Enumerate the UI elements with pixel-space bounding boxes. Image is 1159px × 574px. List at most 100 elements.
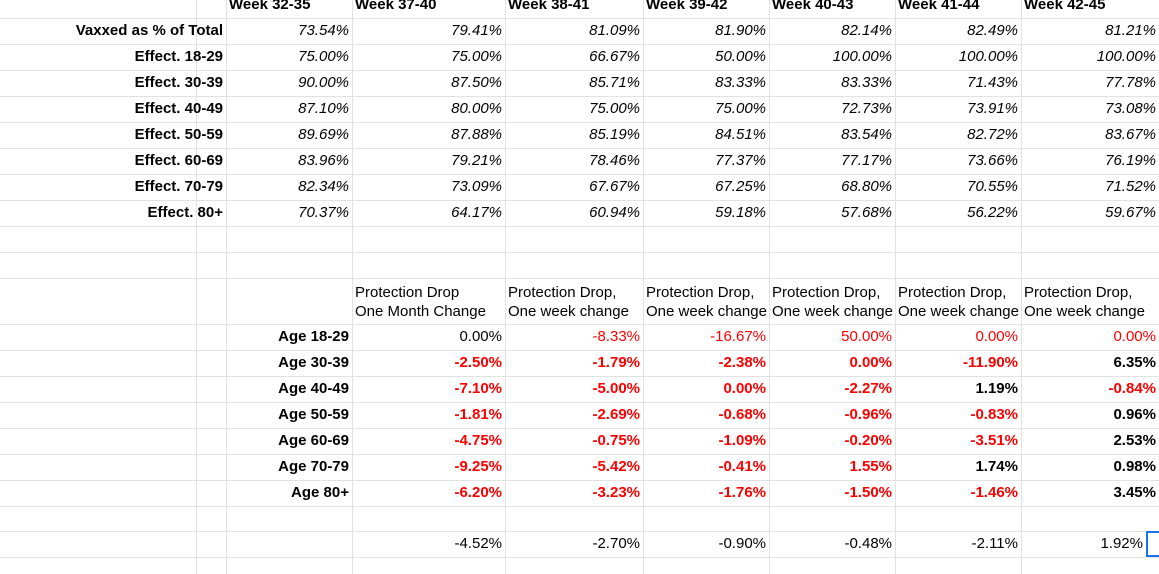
week-header-cell[interactable]: Week 40-43 (772, 0, 854, 13)
change-cell[interactable]: -6.20% (454, 484, 502, 501)
change-cell[interactable]: -0.41% (718, 458, 766, 475)
value-cell[interactable]: 72.73% (841, 100, 892, 117)
change-cell[interactable]: 0.98% (1113, 458, 1156, 475)
row-label-cell[interactable]: Effect. 18-29 (134, 48, 223, 65)
value-cell[interactable]: 73.09% (451, 178, 502, 195)
age-label-cell[interactable]: Age 40-49 (278, 380, 349, 397)
row-label-cell[interactable]: Effect. 70-79 (134, 178, 223, 195)
value-cell[interactable]: 83.96% (298, 152, 349, 169)
value-cell[interactable]: 83.33% (715, 74, 766, 91)
age-label-cell[interactable]: Age 80+ (291, 484, 349, 501)
age-label-cell[interactable]: Age 30-39 (278, 354, 349, 371)
change-cell[interactable]: 0.00% (975, 328, 1018, 345)
value-cell[interactable]: 59.67% (1105, 204, 1156, 221)
change-cell[interactable]: -0.75% (592, 432, 640, 449)
value-cell[interactable]: 76.19% (1105, 152, 1156, 169)
value-cell[interactable]: 56.22% (967, 204, 1018, 221)
change-cell[interactable]: -0.20% (844, 432, 892, 449)
average-cell[interactable]: -0.90% (718, 535, 766, 552)
drop-header-cell[interactable]: Protection Drop One Month Change (352, 281, 505, 321)
value-cell[interactable]: 82.34% (298, 178, 349, 195)
change-cell[interactable]: 50.00% (841, 328, 892, 345)
change-cell[interactable]: -8.33% (592, 328, 640, 345)
age-label-cell[interactable]: Age 18-29 (278, 328, 349, 345)
change-cell[interactable]: 2.53% (1113, 432, 1156, 449)
average-cell[interactable]: -4.52% (454, 535, 502, 552)
change-cell[interactable]: -3.23% (592, 484, 640, 501)
value-cell[interactable]: 66.67% (589, 48, 640, 65)
change-cell[interactable]: 6.35% (1113, 354, 1156, 371)
value-cell[interactable]: 77.37% (715, 152, 766, 169)
value-cell[interactable]: 90.00% (298, 74, 349, 91)
change-cell[interactable]: 0.00% (1113, 328, 1156, 345)
value-cell[interactable]: 64.17% (451, 204, 502, 221)
week-header-cell[interactable]: Week 37-40 (355, 0, 437, 13)
change-cell[interactable]: -9.25% (454, 458, 502, 475)
value-cell[interactable]: 79.41% (451, 22, 502, 39)
value-cell[interactable]: 84.51% (715, 126, 766, 143)
average-cell[interactable]: 1.92% (1100, 535, 1143, 552)
week-header-cell[interactable]: Week 42-45 (1024, 0, 1106, 13)
value-cell[interactable]: 83.54% (841, 126, 892, 143)
change-cell[interactable]: -5.00% (592, 380, 640, 397)
value-cell[interactable]: 77.17% (841, 152, 892, 169)
drop-header-cell[interactable]: Protection Drop, One week change (769, 281, 895, 321)
value-cell[interactable]: 57.68% (841, 204, 892, 221)
change-cell[interactable]: -16.67% (710, 328, 766, 345)
value-cell[interactable]: 73.91% (967, 100, 1018, 117)
change-cell[interactable]: 0.96% (1113, 406, 1156, 423)
drop-header-cell[interactable]: Protection Drop, One week change (643, 281, 769, 321)
change-cell[interactable]: 1.19% (975, 380, 1018, 397)
value-cell[interactable]: 85.19% (589, 126, 640, 143)
change-cell[interactable]: -2.50% (454, 354, 502, 371)
value-cell[interactable]: 67.67% (589, 178, 640, 195)
average-cell[interactable]: -0.48% (844, 535, 892, 552)
change-cell[interactable]: 1.55% (849, 458, 892, 475)
value-cell[interactable]: 73.66% (967, 152, 1018, 169)
value-cell[interactable]: 75.00% (451, 48, 502, 65)
value-cell[interactable]: 87.50% (451, 74, 502, 91)
drop-header-cell[interactable]: Protection Drop, One week change (1021, 281, 1159, 321)
row-label-cell[interactable]: Vaxxed as % of Total (75, 22, 223, 39)
value-cell[interactable]: 82.14% (841, 22, 892, 39)
value-cell[interactable]: 75.00% (589, 100, 640, 117)
value-cell[interactable]: 68.80% (841, 178, 892, 195)
row-label-cell[interactable]: Effect. 50-59 (134, 126, 223, 143)
change-cell[interactable]: 0.00% (849, 354, 892, 371)
value-cell[interactable]: 82.72% (967, 126, 1018, 143)
change-cell[interactable]: -0.68% (718, 406, 766, 423)
row-label-cell[interactable]: Effect. 30-39 (134, 74, 223, 91)
change-cell[interactable]: -2.27% (844, 380, 892, 397)
week-header-cell[interactable]: Week 41-44 (898, 0, 980, 13)
age-label-cell[interactable]: Age 70-79 (278, 458, 349, 475)
value-cell[interactable]: 59.18% (715, 204, 766, 221)
drop-header-cell[interactable]: Protection Drop, One week change (505, 281, 643, 321)
value-cell[interactable]: 100.00% (958, 48, 1018, 65)
week-header-cell[interactable]: Week 38-41 (508, 0, 590, 13)
value-cell[interactable]: 81.21% (1105, 22, 1156, 39)
value-cell[interactable]: 100.00% (832, 48, 892, 65)
change-cell[interactable]: -3.51% (970, 432, 1018, 449)
change-cell[interactable]: 3.45% (1113, 484, 1156, 501)
change-cell[interactable]: -4.75% (454, 432, 502, 449)
selected-cell-indicator[interactable] (1146, 531, 1159, 557)
change-cell[interactable]: 1.74% (975, 458, 1018, 475)
change-cell[interactable]: -1.09% (718, 432, 766, 449)
drop-header-cell[interactable]: Protection Drop, One week change (895, 281, 1021, 321)
value-cell[interactable]: 77.78% (1105, 74, 1156, 91)
value-cell[interactable]: 60.94% (589, 204, 640, 221)
value-cell[interactable]: 70.37% (298, 204, 349, 221)
value-cell[interactable]: 100.00% (1096, 48, 1156, 65)
value-cell[interactable]: 71.52% (1105, 178, 1156, 195)
value-cell[interactable]: 73.08% (1105, 100, 1156, 117)
value-cell[interactable]: 83.67% (1105, 126, 1156, 143)
average-cell[interactable]: -2.11% (971, 535, 1018, 552)
change-cell[interactable]: -1.76% (718, 484, 766, 501)
value-cell[interactable]: 81.09% (589, 22, 640, 39)
change-cell[interactable]: -7.10% (454, 380, 502, 397)
row-label-cell[interactable]: Effect. 80+ (147, 204, 223, 221)
value-cell[interactable]: 85.71% (589, 74, 640, 91)
value-cell[interactable]: 79.21% (451, 152, 502, 169)
value-cell[interactable]: 50.00% (715, 48, 766, 65)
